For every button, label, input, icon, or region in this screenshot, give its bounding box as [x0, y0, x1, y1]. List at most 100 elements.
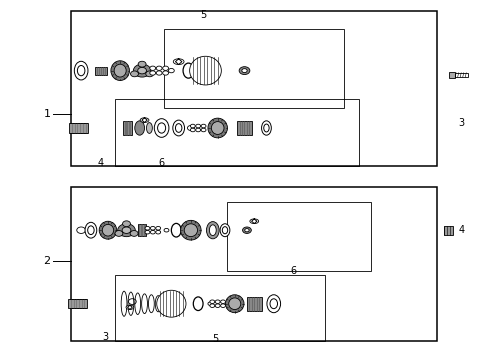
Circle shape — [149, 66, 155, 71]
Circle shape — [115, 230, 122, 236]
Circle shape — [207, 302, 212, 306]
Circle shape — [122, 221, 130, 227]
Ellipse shape — [126, 305, 134, 310]
Ellipse shape — [206, 222, 219, 239]
Ellipse shape — [173, 59, 183, 64]
Ellipse shape — [154, 119, 168, 137]
Ellipse shape — [111, 61, 129, 81]
Circle shape — [168, 68, 174, 73]
Circle shape — [145, 71, 153, 77]
Ellipse shape — [269, 299, 277, 309]
Circle shape — [209, 304, 214, 307]
Circle shape — [156, 71, 162, 75]
Ellipse shape — [183, 63, 193, 78]
Ellipse shape — [225, 295, 244, 313]
Ellipse shape — [77, 66, 85, 76]
Bar — [237, 121, 251, 135]
Ellipse shape — [220, 224, 229, 237]
Circle shape — [138, 67, 146, 74]
Ellipse shape — [180, 220, 201, 240]
Bar — [94, 67, 106, 75]
Bar — [448, 72, 454, 78]
Circle shape — [156, 230, 160, 234]
Ellipse shape — [228, 298, 240, 310]
Ellipse shape — [85, 222, 97, 238]
Ellipse shape — [249, 219, 258, 224]
Ellipse shape — [157, 290, 185, 317]
Text: 5: 5 — [200, 10, 206, 20]
Circle shape — [133, 64, 151, 77]
Ellipse shape — [102, 224, 113, 236]
Ellipse shape — [146, 123, 152, 134]
Circle shape — [156, 226, 160, 230]
Bar — [71, 12, 436, 166]
Circle shape — [77, 227, 85, 233]
Ellipse shape — [184, 224, 197, 237]
Circle shape — [190, 124, 195, 128]
Circle shape — [130, 71, 138, 77]
Circle shape — [145, 230, 150, 234]
Circle shape — [145, 226, 150, 230]
Ellipse shape — [140, 118, 149, 122]
Ellipse shape — [222, 227, 227, 234]
Circle shape — [195, 124, 200, 128]
Ellipse shape — [74, 61, 88, 80]
Circle shape — [156, 66, 162, 71]
Circle shape — [122, 227, 131, 233]
Ellipse shape — [157, 123, 165, 133]
Ellipse shape — [263, 124, 268, 132]
Circle shape — [190, 128, 195, 132]
Ellipse shape — [99, 221, 117, 239]
Circle shape — [163, 228, 168, 232]
Circle shape — [130, 230, 138, 236]
Text: 4: 4 — [457, 225, 464, 235]
Circle shape — [118, 224, 135, 237]
Ellipse shape — [135, 121, 144, 135]
Ellipse shape — [266, 295, 280, 313]
Circle shape — [150, 230, 155, 234]
Circle shape — [209, 300, 214, 303]
Circle shape — [239, 67, 249, 75]
Circle shape — [195, 128, 200, 132]
Bar — [68, 299, 87, 309]
Circle shape — [150, 226, 155, 230]
Bar — [123, 121, 132, 135]
Bar — [138, 225, 146, 236]
Bar — [115, 275, 325, 341]
Circle shape — [138, 61, 146, 67]
Ellipse shape — [211, 122, 224, 134]
Ellipse shape — [87, 226, 94, 235]
Text: 5: 5 — [212, 333, 218, 343]
Ellipse shape — [193, 297, 203, 311]
Ellipse shape — [172, 120, 184, 136]
Bar — [444, 226, 452, 234]
Bar — [454, 73, 467, 77]
Circle shape — [244, 229, 248, 232]
Ellipse shape — [175, 124, 182, 132]
Bar — [163, 30, 344, 108]
Circle shape — [163, 66, 168, 71]
Bar — [246, 297, 261, 311]
Text: 2: 2 — [43, 256, 50, 266]
Circle shape — [220, 304, 225, 307]
Text: 6: 6 — [289, 266, 296, 276]
Text: 4: 4 — [98, 158, 103, 168]
Ellipse shape — [171, 224, 181, 237]
Bar — [69, 123, 88, 133]
Circle shape — [215, 300, 220, 303]
Text: 6: 6 — [158, 158, 164, 168]
Text: 3: 3 — [457, 118, 464, 128]
Ellipse shape — [189, 56, 221, 85]
Ellipse shape — [114, 64, 126, 77]
Bar — [227, 202, 370, 271]
Ellipse shape — [209, 225, 216, 235]
Text: 1: 1 — [43, 109, 50, 119]
Circle shape — [149, 71, 155, 75]
Bar — [71, 187, 436, 341]
Circle shape — [201, 124, 205, 128]
Circle shape — [220, 300, 225, 303]
Circle shape — [163, 71, 168, 75]
Ellipse shape — [261, 121, 271, 135]
Text: 3: 3 — [102, 332, 108, 342]
Circle shape — [187, 126, 194, 131]
